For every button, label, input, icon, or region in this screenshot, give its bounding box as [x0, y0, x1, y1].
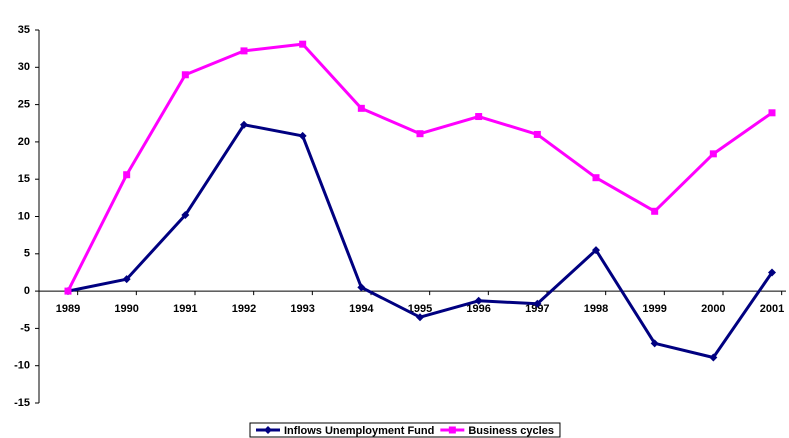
legend: Inflows Unemployment Fund Business cycles	[249, 422, 561, 438]
data-point	[709, 353, 718, 362]
data-point	[240, 120, 248, 129]
data-point	[768, 268, 776, 277]
data-point	[240, 47, 248, 55]
x-tick-label: 1989	[56, 303, 80, 315]
y-tick-label: 10	[18, 210, 30, 222]
data-point	[298, 131, 307, 140]
data-point	[123, 171, 131, 179]
data-point	[181, 71, 189, 79]
data-point	[357, 104, 365, 112]
x-tick-label: 1993	[290, 303, 314, 315]
data-point	[592, 174, 600, 182]
y-tick-label: -5	[20, 322, 30, 334]
data-point	[533, 130, 541, 138]
y-tick-label: 20	[18, 136, 30, 148]
legend-label: Business cycles	[468, 425, 554, 437]
data-point	[651, 207, 659, 215]
x-tick-label: 2001	[760, 303, 784, 315]
y-tick-label: 30	[18, 61, 30, 73]
legend-box	[249, 422, 561, 438]
legend-marker	[264, 426, 272, 434]
y-tick-label: -10	[14, 360, 30, 372]
data-point	[416, 130, 424, 138]
x-tick-label: 2000	[701, 303, 725, 315]
data-point	[357, 283, 366, 292]
data-point	[181, 211, 190, 220]
data-point	[533, 299, 542, 308]
x-tick-label: 1991	[173, 303, 197, 315]
series-line	[67, 123, 774, 359]
data-point	[299, 40, 307, 48]
x-tick-label: 1998	[584, 303, 608, 315]
x-tick-label: 1996	[466, 303, 490, 315]
x-tick-label: 1992	[232, 303, 256, 315]
data-point	[475, 113, 483, 121]
data-point	[650, 339, 659, 348]
x-tick-label: 1995	[408, 303, 432, 315]
data-point	[64, 287, 72, 295]
legend-label: Inflows Unemployment Fund	[284, 425, 434, 437]
y-tick-label: 15	[18, 173, 30, 185]
y-tick-label: 0	[24, 285, 30, 297]
series-line	[66, 42, 773, 292]
y-tick-label: 5	[24, 248, 30, 260]
x-tick-label: 1990	[114, 303, 138, 315]
legend-marker	[448, 426, 456, 434]
data-point	[709, 150, 717, 158]
x-tick-label: 1999	[642, 303, 666, 315]
x-tick-label: 1994	[349, 303, 374, 315]
x-tick-label: 1997	[525, 303, 549, 315]
data-point	[474, 296, 483, 305]
data-point	[768, 109, 776, 117]
y-tick-label: 25	[18, 99, 30, 111]
data-point	[122, 275, 131, 284]
y-tick-label: -15	[14, 397, 30, 409]
data-point	[416, 313, 424, 322]
y-tick-label: 35	[18, 24, 30, 36]
data-point	[592, 246, 600, 255]
